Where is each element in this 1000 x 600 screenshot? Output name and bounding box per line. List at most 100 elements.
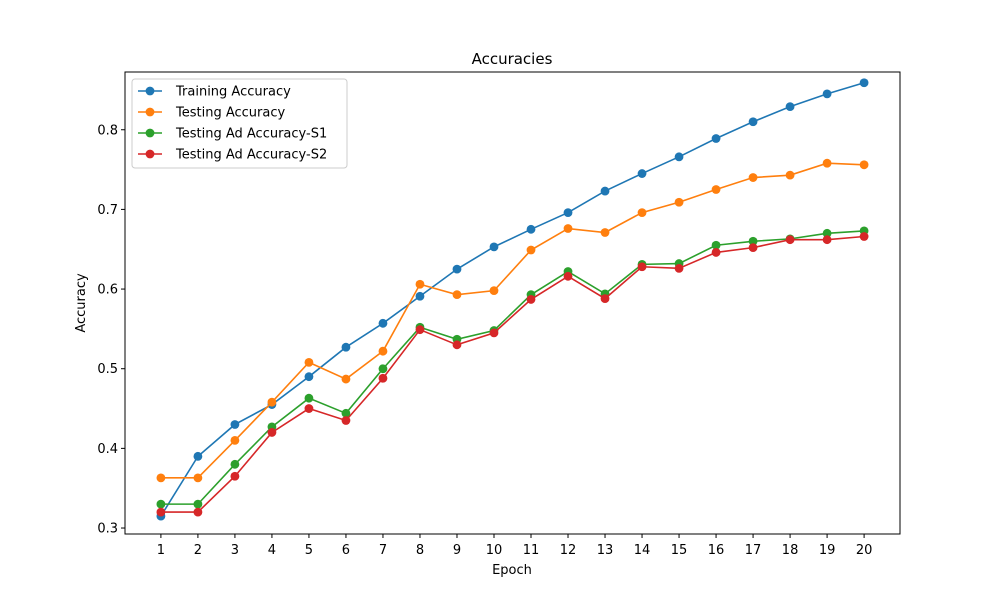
data-point xyxy=(600,294,610,304)
data-point xyxy=(193,499,203,509)
x-tick-label: 5 xyxy=(305,543,313,558)
data-point xyxy=(526,224,536,234)
data-point xyxy=(415,325,425,335)
series-line xyxy=(160,81,865,517)
y-tick-label: 0.8 xyxy=(97,123,118,138)
x-tick-label: 8 xyxy=(416,543,424,558)
x-tick-label: 15 xyxy=(671,543,688,558)
x-tick-label: 3 xyxy=(231,543,239,558)
x-tick-label: 17 xyxy=(745,543,762,558)
data-point xyxy=(341,374,351,384)
chart-title: Accuracies xyxy=(472,50,553,68)
data-point xyxy=(341,342,351,352)
data-point xyxy=(711,185,721,194)
plot-area xyxy=(124,71,901,535)
x-tick-label: 14 xyxy=(634,543,651,558)
legend: Training Accuracy Testing Accuracy Testing… xyxy=(131,78,348,169)
data-point xyxy=(230,436,240,445)
data-point xyxy=(304,404,314,413)
legend-label: Testing Ad Accuracy-S1 xyxy=(175,127,327,142)
data-point xyxy=(526,295,536,304)
data-point xyxy=(600,228,610,237)
data-point xyxy=(452,290,462,300)
legend-marker xyxy=(145,149,155,159)
data-point xyxy=(785,102,795,112)
data-point xyxy=(822,235,832,245)
legend-marker xyxy=(145,107,155,117)
data-point xyxy=(304,393,314,403)
x-tick-label: 20 xyxy=(856,543,873,558)
y-tick-label: 0.3 xyxy=(97,522,118,537)
x-tick-label: 12 xyxy=(560,543,577,558)
data-point xyxy=(859,160,869,170)
x-tick-label: 7 xyxy=(379,543,387,558)
x-tick-label: 18 xyxy=(782,543,799,558)
data-point xyxy=(748,236,758,246)
data-point xyxy=(489,242,499,252)
y-tick-label: 0.4 xyxy=(97,442,118,457)
data-point xyxy=(304,357,314,367)
data-point xyxy=(600,186,610,196)
legend-marker xyxy=(145,86,155,96)
data-point xyxy=(748,243,758,253)
legend-label: Testing Ad Accuracy-S2 xyxy=(175,148,327,163)
series-4 xyxy=(156,232,869,517)
data-point xyxy=(748,173,758,182)
y-tick-label: 0.6 xyxy=(97,283,118,298)
series-layer xyxy=(156,78,869,521)
x-tick-label: 9 xyxy=(453,543,461,558)
data-point xyxy=(674,197,684,207)
data-point xyxy=(822,228,832,238)
data-point xyxy=(267,397,277,407)
data-point xyxy=(674,263,684,273)
x-tick-label: 19 xyxy=(819,543,836,558)
x-tick-label: 6 xyxy=(342,543,350,558)
data-point xyxy=(526,245,536,255)
data-point xyxy=(415,279,425,289)
data-point xyxy=(452,340,462,350)
y-axis-label: Accuracy xyxy=(74,273,89,333)
x-tick-label: 11 xyxy=(523,543,540,558)
data-point xyxy=(748,117,758,127)
data-point xyxy=(193,473,203,483)
data-point xyxy=(267,428,277,437)
data-point xyxy=(230,459,240,469)
data-point xyxy=(378,364,388,374)
x-tick-label: 2 xyxy=(194,543,202,558)
data-point xyxy=(785,235,795,245)
data-point xyxy=(711,248,721,257)
legend-entry: Testing Ad Accuracy-S2 xyxy=(138,148,327,163)
data-point xyxy=(563,208,573,217)
data-point xyxy=(859,78,869,88)
legend-entry: Training Accuracy xyxy=(138,85,291,100)
legend-marker xyxy=(145,128,155,138)
series-line xyxy=(160,230,865,505)
series-line xyxy=(160,235,865,513)
legend-box xyxy=(131,78,348,169)
data-point xyxy=(378,346,388,356)
data-point xyxy=(489,328,499,338)
data-point xyxy=(822,89,832,99)
y-axis-ticks: 0.3 0.4 0.5 0.6 0.7 0.8 xyxy=(97,123,125,537)
x-axis-label: Epoch xyxy=(492,563,532,578)
data-point xyxy=(304,372,314,382)
data-point xyxy=(341,408,351,418)
data-point xyxy=(156,499,166,509)
data-point xyxy=(822,158,832,168)
data-point xyxy=(230,471,240,481)
data-point xyxy=(230,420,240,429)
data-point xyxy=(452,264,462,274)
data-point xyxy=(193,507,203,517)
data-point xyxy=(859,232,869,241)
x-tick-label: 1 xyxy=(157,543,165,558)
y-tick-label: 0.7 xyxy=(97,203,118,218)
legend-entry: Testing Ad Accuracy-S1 xyxy=(138,127,327,142)
data-point xyxy=(637,208,647,217)
x-tick-label: 10 xyxy=(486,543,503,558)
series-3 xyxy=(156,226,869,509)
data-point xyxy=(563,224,573,233)
series-line xyxy=(160,162,865,479)
data-point xyxy=(378,373,388,383)
data-point xyxy=(711,134,721,143)
legend-label: Training Accuracy xyxy=(175,85,291,100)
